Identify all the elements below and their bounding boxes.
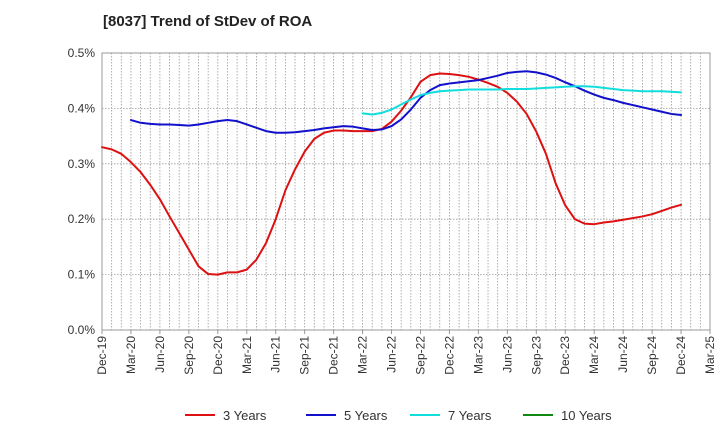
x-tick-label: Dec-24	[674, 336, 688, 375]
legend-label-5-years: 5 Years	[344, 408, 388, 423]
series-line-3-years	[101, 72, 683, 276]
axes: 0.0% 0.1% 0.2% 0.3% 0.4% 0.5% Dec-19 Mar-20 Jun-…	[68, 46, 717, 375]
x-tick-label: Mar-25	[703, 336, 717, 374]
plot-area-background	[102, 53, 710, 330]
x-tick-label: Dec-20	[211, 336, 225, 375]
y-tick-label: 0.2%	[68, 212, 96, 226]
chart-title: [8037] Trend of StDev of ROA	[103, 13, 313, 30]
x-tick-label: Jun-24	[616, 336, 630, 373]
x-tick-label: Sep-21	[298, 336, 312, 375]
legend: 3 Years 5 Years 7 Years 10 Years	[185, 408, 612, 423]
x-tick-label: Sep-23	[529, 336, 543, 375]
x-tick-label: Sep-22	[413, 336, 427, 375]
x-tick-label: Mar-22	[356, 336, 370, 374]
y-tick-label: 0.0%	[68, 323, 96, 337]
series-line-7-years	[361, 85, 683, 116]
x-tick-label: Dec-21	[327, 336, 341, 375]
x-tick-label: Sep-20	[182, 336, 196, 375]
x-tick-label: Jun-23	[500, 336, 514, 373]
x-tick-label: Mar-21	[240, 336, 254, 374]
y-tick-label: 0.3%	[68, 157, 96, 171]
x-tick-label: Dec-19	[95, 336, 109, 375]
series-line-5-years	[129, 70, 683, 134]
y-tick-label: 0.5%	[68, 46, 96, 60]
y-tick-label: 0.1%	[68, 268, 96, 282]
x-tick-label: Mar-20	[124, 336, 138, 374]
x-tick-label: Sep-24	[645, 336, 659, 375]
legend-label-3-years: 3 Years	[223, 408, 267, 423]
series-lines	[101, 70, 683, 276]
x-tick-label: Jun-21	[269, 336, 283, 373]
legend-label-7-years: 7 Years	[448, 408, 492, 423]
grid-lines	[102, 53, 710, 330]
x-tick-label: Dec-22	[442, 336, 456, 375]
x-tick-label: Jun-20	[153, 336, 167, 373]
plot-border	[101, 52, 711, 331]
x-tick-label: Mar-24	[587, 336, 601, 374]
x-tick-label: Mar-23	[471, 336, 485, 374]
x-tick-label: Jun-22	[385, 336, 399, 373]
legend-label-10-years: 10 Years	[561, 408, 612, 423]
x-tick-label: Dec-23	[558, 336, 572, 375]
y-tick-label: 0.4%	[68, 101, 96, 115]
